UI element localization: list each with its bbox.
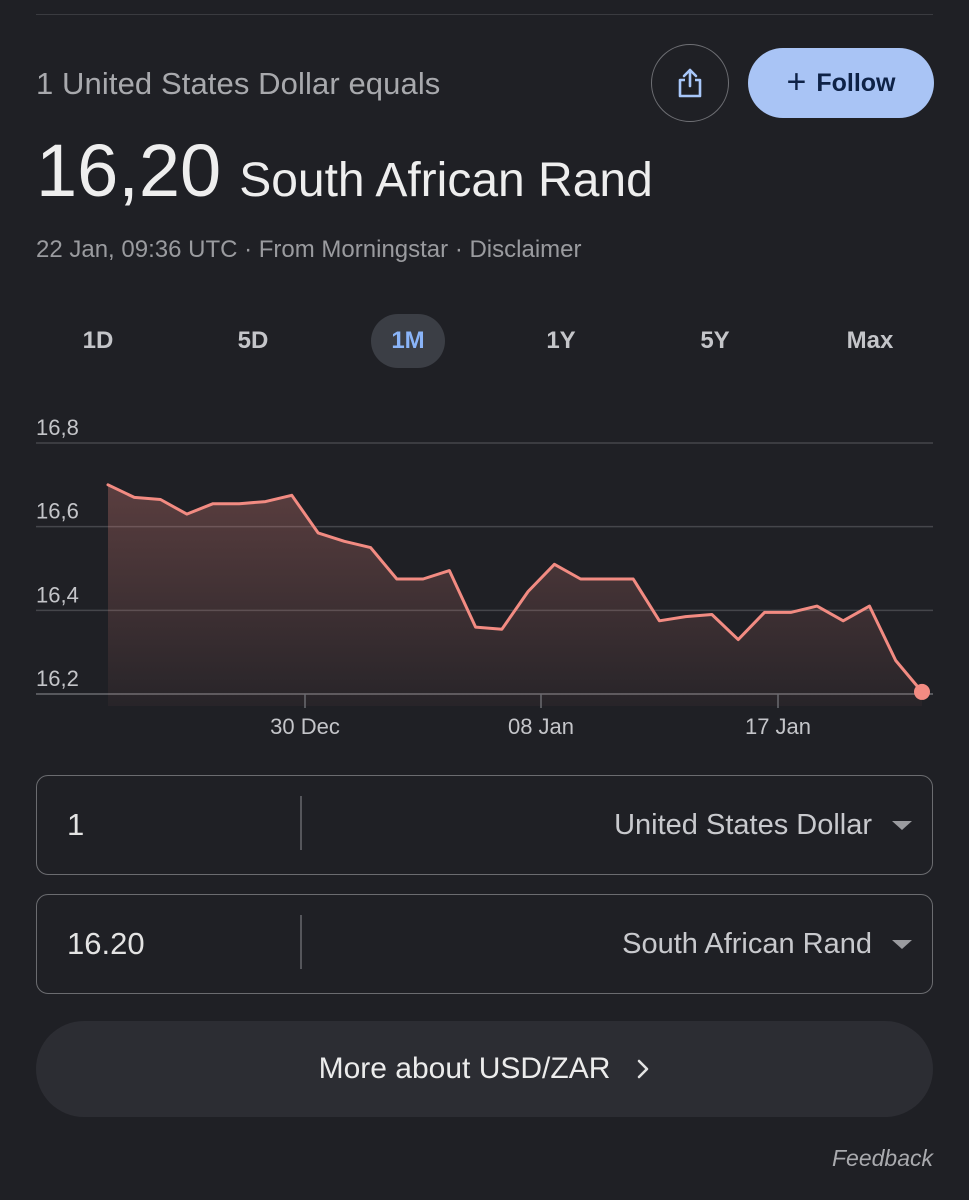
caret-down-icon [892, 820, 912, 830]
tab-1y[interactable]: 1Y [546, 327, 576, 354]
price-chart[interactable]: 16,8 16,6 16,4 16,2 30 Dec 08 Jan 17 Jan [0, 400, 969, 750]
from-currency-select[interactable]: United States Dollar [614, 776, 912, 874]
range-tabs: 1D 5D 1M 1Y 5Y Max [0, 314, 969, 370]
share-icon [678, 68, 702, 98]
more-about-label: More about USD/ZAR [318, 1052, 611, 1085]
tab-1m[interactable]: 1M [371, 314, 445, 368]
from-currency-label: United States Dollar [614, 808, 872, 841]
rate-subtitle: 1 United States Dollar equals [36, 66, 441, 101]
chevron-right-icon [638, 1059, 649, 1079]
y-tick-label: 16,4 [36, 582, 79, 607]
rate-meta: 22 Jan, 09:36 UTC · From Morningstar · D… [36, 236, 582, 263]
y-tick-label: 16,2 [36, 666, 79, 691]
tab-max[interactable]: Max [846, 327, 894, 354]
tab-1d[interactable]: 1D [82, 327, 114, 354]
chart-area [108, 484, 922, 706]
follow-label: Follow [816, 68, 896, 97]
converter-from: 1 United States Dollar [36, 775, 933, 875]
y-tick-label: 16,6 [36, 499, 79, 524]
rate-value: 16,20 [36, 129, 222, 212]
top-divider [36, 14, 933, 15]
follow-button[interactable]: + Follow [748, 48, 934, 118]
more-about-button[interactable]: More about USD/ZAR [36, 1021, 933, 1117]
plus-icon: + [786, 62, 807, 101]
x-tick-label: 08 Jan [508, 714, 574, 739]
x-tick-label: 17 Jan [745, 714, 811, 739]
rate-currency: South African Rand [239, 154, 653, 207]
from-amount-input[interactable]: 1 [67, 807, 85, 842]
to-currency-select[interactable]: South African Rand [622, 895, 912, 993]
chart-svg: 16,8 16,6 16,4 16,2 30 Dec 08 Jan 17 Jan [36, 415, 933, 739]
caret-down-icon [892, 939, 912, 949]
converter-divider [300, 915, 302, 969]
share-button[interactable] [651, 44, 729, 122]
tab-5y[interactable]: 5Y [700, 327, 730, 354]
converter-to: 16.20 South African Rand [36, 894, 933, 994]
latest-point [914, 683, 930, 700]
series-line [106, 483, 924, 694]
converter-divider [300, 796, 302, 850]
y-tick-label: 16,8 [36, 415, 79, 440]
to-amount-input[interactable]: 16.20 [67, 926, 145, 961]
x-tick-label: 30 Dec [270, 714, 340, 739]
tab-5d[interactable]: 5D [237, 327, 269, 354]
feedback-link[interactable]: Feedback [831, 1145, 933, 1171]
rate-line: 16,20 South African Rand [36, 128, 653, 213]
to-currency-label: South African Rand [622, 927, 872, 960]
